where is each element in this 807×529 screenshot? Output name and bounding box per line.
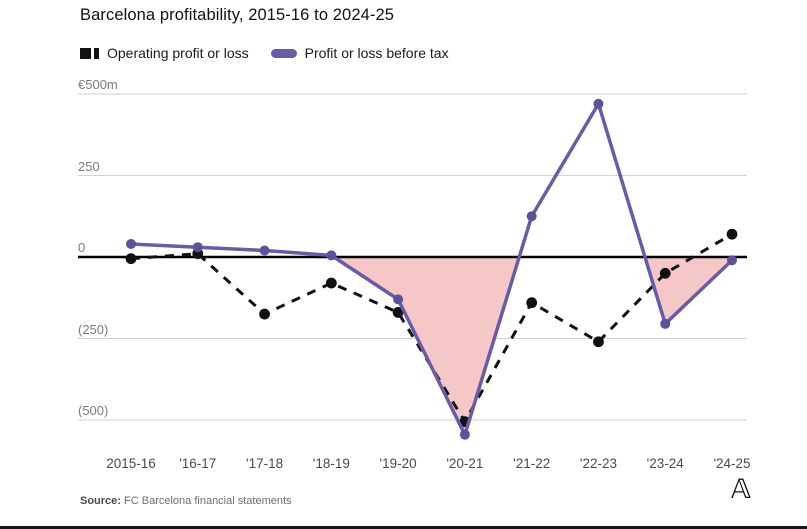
data-point-pretax [326, 250, 337, 261]
y-axis-tick-label: 0 [78, 240, 86, 255]
legend-item-operating: Operating profit or loss [80, 45, 249, 61]
chart-legend: Operating profit or loss Profit or loss … [80, 45, 449, 61]
source-note: Source: FC Barcelona financial statement… [80, 495, 292, 507]
x-axis-label: '17-18 [245, 456, 284, 471]
data-point-pretax [660, 318, 671, 329]
athletic-logo: 𝔸 [731, 474, 751, 505]
x-axis-label: '18-19 [312, 456, 350, 471]
data-point-pretax [259, 245, 270, 256]
data-point-pretax [593, 98, 604, 109]
data-point-pretax [192, 242, 203, 253]
legend-label-pretax: Profit or loss before tax [304, 45, 449, 61]
data-point-operating [125, 253, 137, 265]
y-axis-tick-label: (250) [78, 321, 109, 337]
x-axis-label: '21-22 [513, 456, 551, 471]
data-point-pretax [393, 294, 404, 305]
x-axis-label: '19-20 [379, 456, 417, 471]
source-text: FC Barcelona financial statements [120, 495, 292, 507]
legend-label-operating: Operating profit or loss [107, 45, 249, 61]
data-point-pretax [727, 255, 738, 266]
data-point-operating [526, 297, 538, 309]
x-axis-label: '22-23 [579, 456, 618, 471]
data-point-operating [726, 228, 738, 240]
data-point-pretax [126, 238, 136, 249]
bottom-border [0, 526, 807, 529]
source-prefix: Source: [80, 495, 121, 507]
y-axis-tick-label: (500) [78, 403, 109, 418]
data-point-operating [659, 267, 671, 279]
data-point-pretax [526, 211, 537, 222]
data-point-operating [593, 336, 604, 348]
x-axis-label: '24-25 [713, 456, 751, 471]
y-axis-tick-label: €500m [78, 77, 118, 92]
x-axis-label: 2015-16 [106, 456, 156, 471]
negative-area-fill [131, 257, 733, 435]
data-point-pretax [459, 429, 470, 440]
chart-title: Barcelona profitability, 2015-16 to 2024… [80, 6, 395, 24]
dashed-line-swatch-icon [80, 47, 99, 59]
legend-item-pretax: Profit or loss before tax [270, 45, 449, 61]
x-axis-label: '20-21 [446, 456, 484, 471]
x-axis-label: '23-24 [646, 456, 684, 471]
y-axis-tick-label: 250 [78, 158, 100, 174]
data-point-operating [392, 307, 404, 318]
solid-line-swatch-icon [270, 48, 297, 58]
data-point-operating [259, 308, 270, 320]
data-point-operating [325, 277, 337, 289]
x-axis-label: '16-17 [179, 456, 217, 471]
series-line-pretax [130, 102, 734, 437]
